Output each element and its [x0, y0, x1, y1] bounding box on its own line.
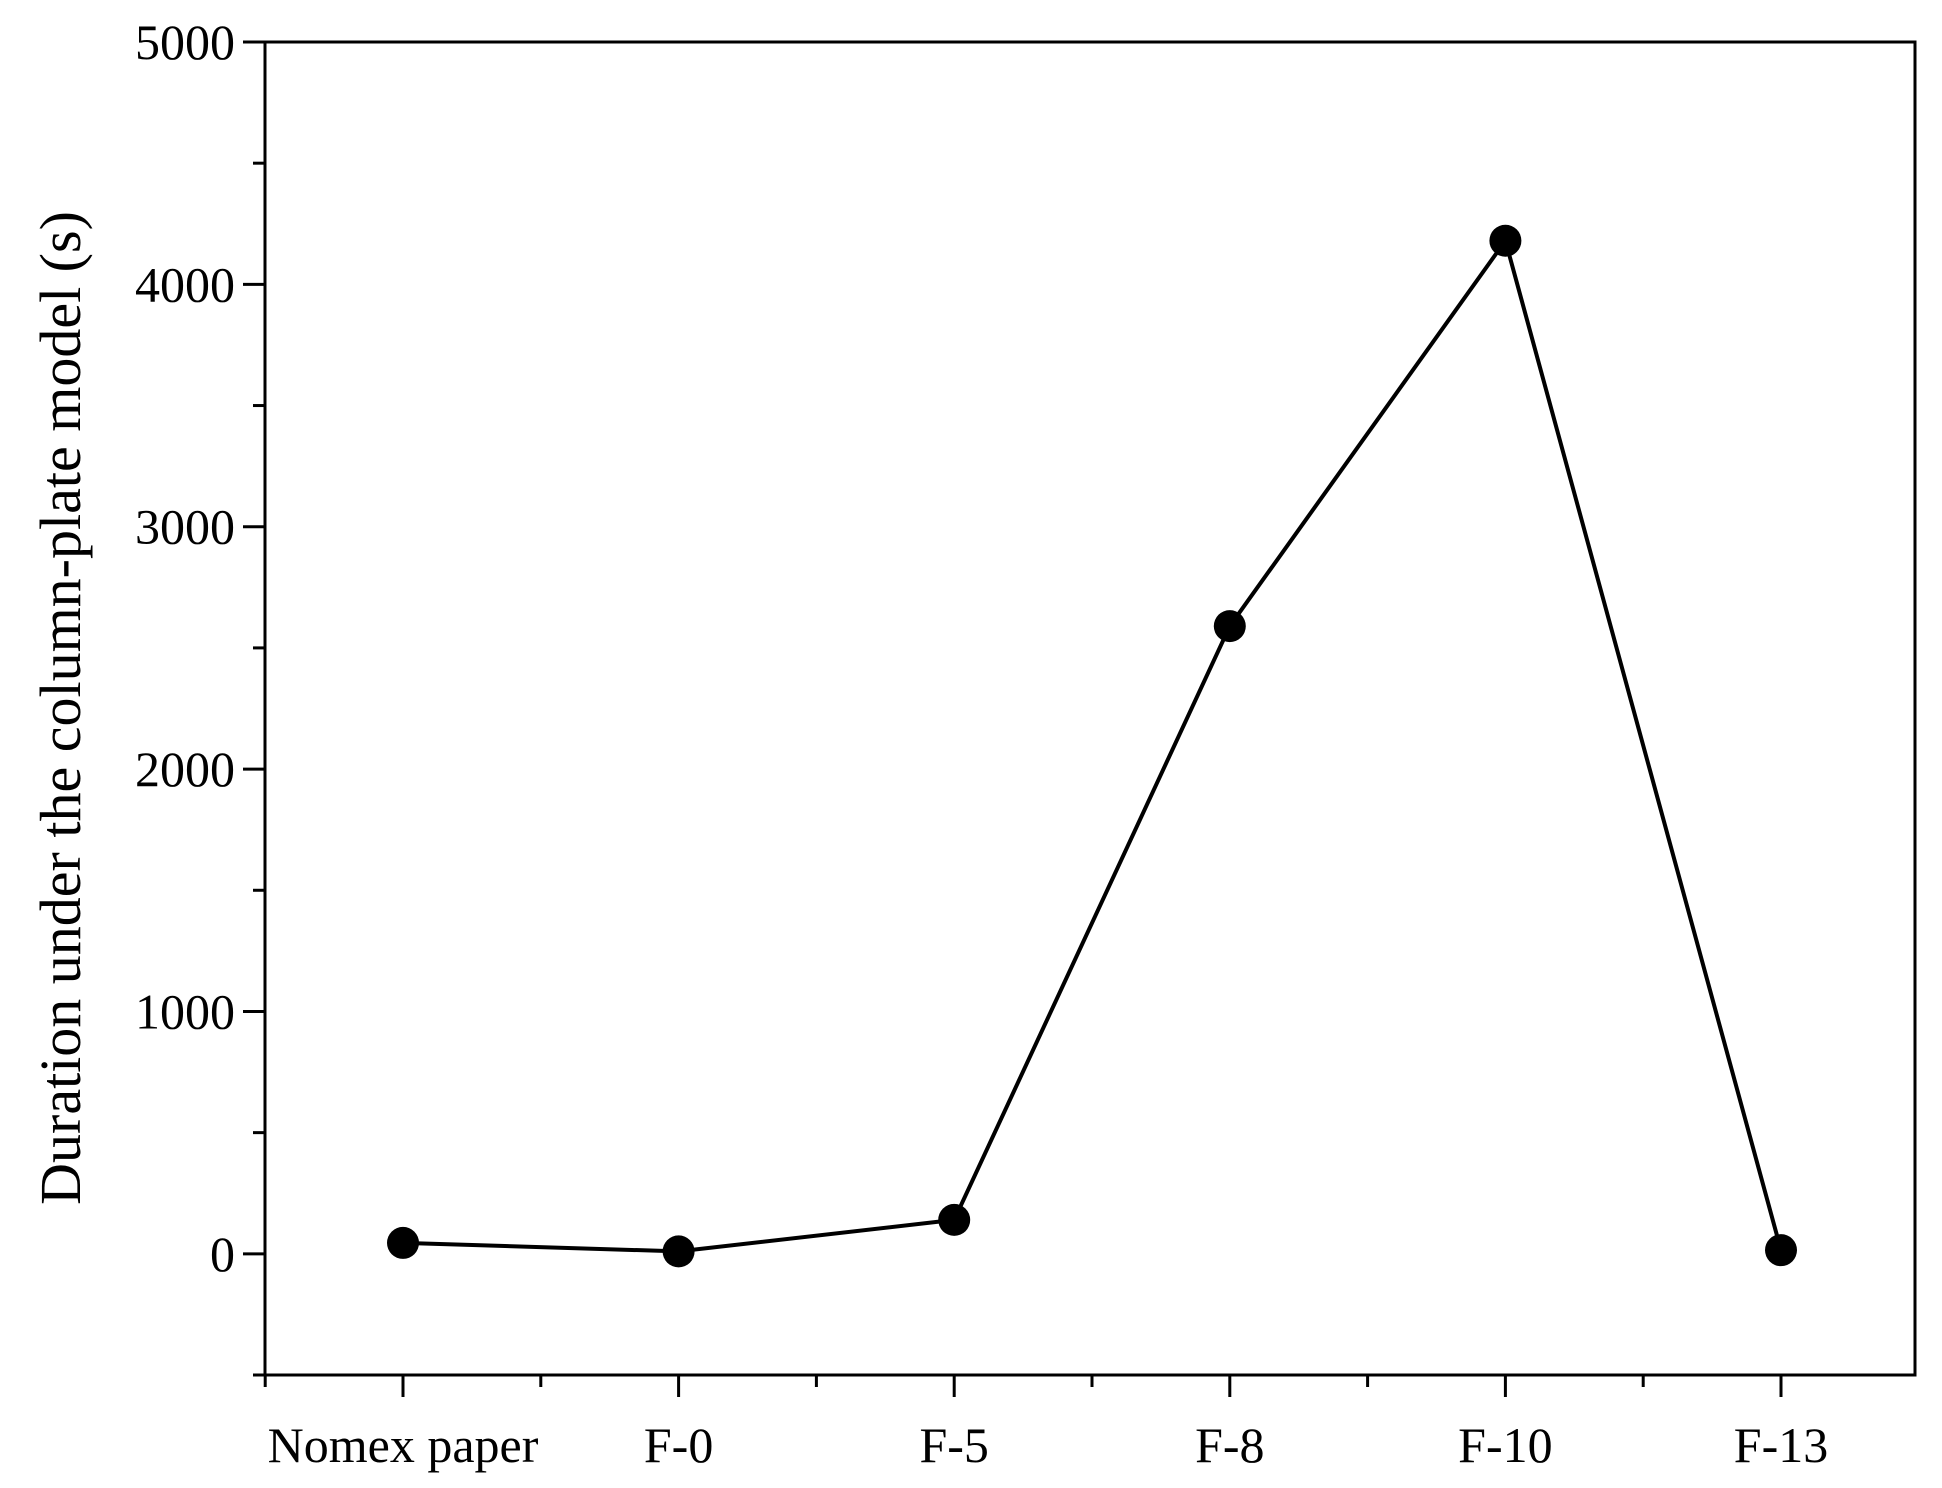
y-axis-title: Duration under the column-plate model (s… — [28, 211, 93, 1205]
x-tick-label: F-5 — [919, 1417, 988, 1473]
series-line — [402, 238, 1783, 1254]
data-point-f-10 — [1489, 224, 1522, 257]
data-point-f-5 — [938, 1203, 971, 1236]
x-tick-label: Nomex paper — [268, 1417, 539, 1473]
x-tick-label: F-0 — [644, 1417, 713, 1473]
x-tick-label: F-13 — [1734, 1417, 1828, 1473]
y-tick-label: 4000 — [135, 256, 235, 312]
x-tick-label: F-10 — [1458, 1417, 1552, 1473]
data-point-f-8 — [1213, 610, 1246, 643]
y-tick-label: 2000 — [135, 741, 235, 797]
y-tick-label: 1000 — [135, 983, 235, 1039]
x-tick-label: F-8 — [1195, 1417, 1264, 1473]
series-points-group — [387, 224, 1797, 1268]
y-tick-label: 0 — [210, 1226, 235, 1282]
y-tick-label: 5000 — [135, 14, 235, 70]
x-axis: Nomex paper F-0 F-5 F-8 F-10 F-13 — [263, 1375, 1828, 1473]
plot-frame — [263, 40, 1917, 1377]
data-point-f-13 — [1765, 1234, 1797, 1267]
data-point-f-0 — [662, 1235, 695, 1268]
series-line-group — [402, 238, 1783, 1254]
y-axis: 0 1000 2000 3000 4000 5000 — [135, 14, 265, 1377]
data-point-nomex-paper — [387, 1226, 419, 1259]
y-tick-label: 3000 — [135, 499, 235, 555]
